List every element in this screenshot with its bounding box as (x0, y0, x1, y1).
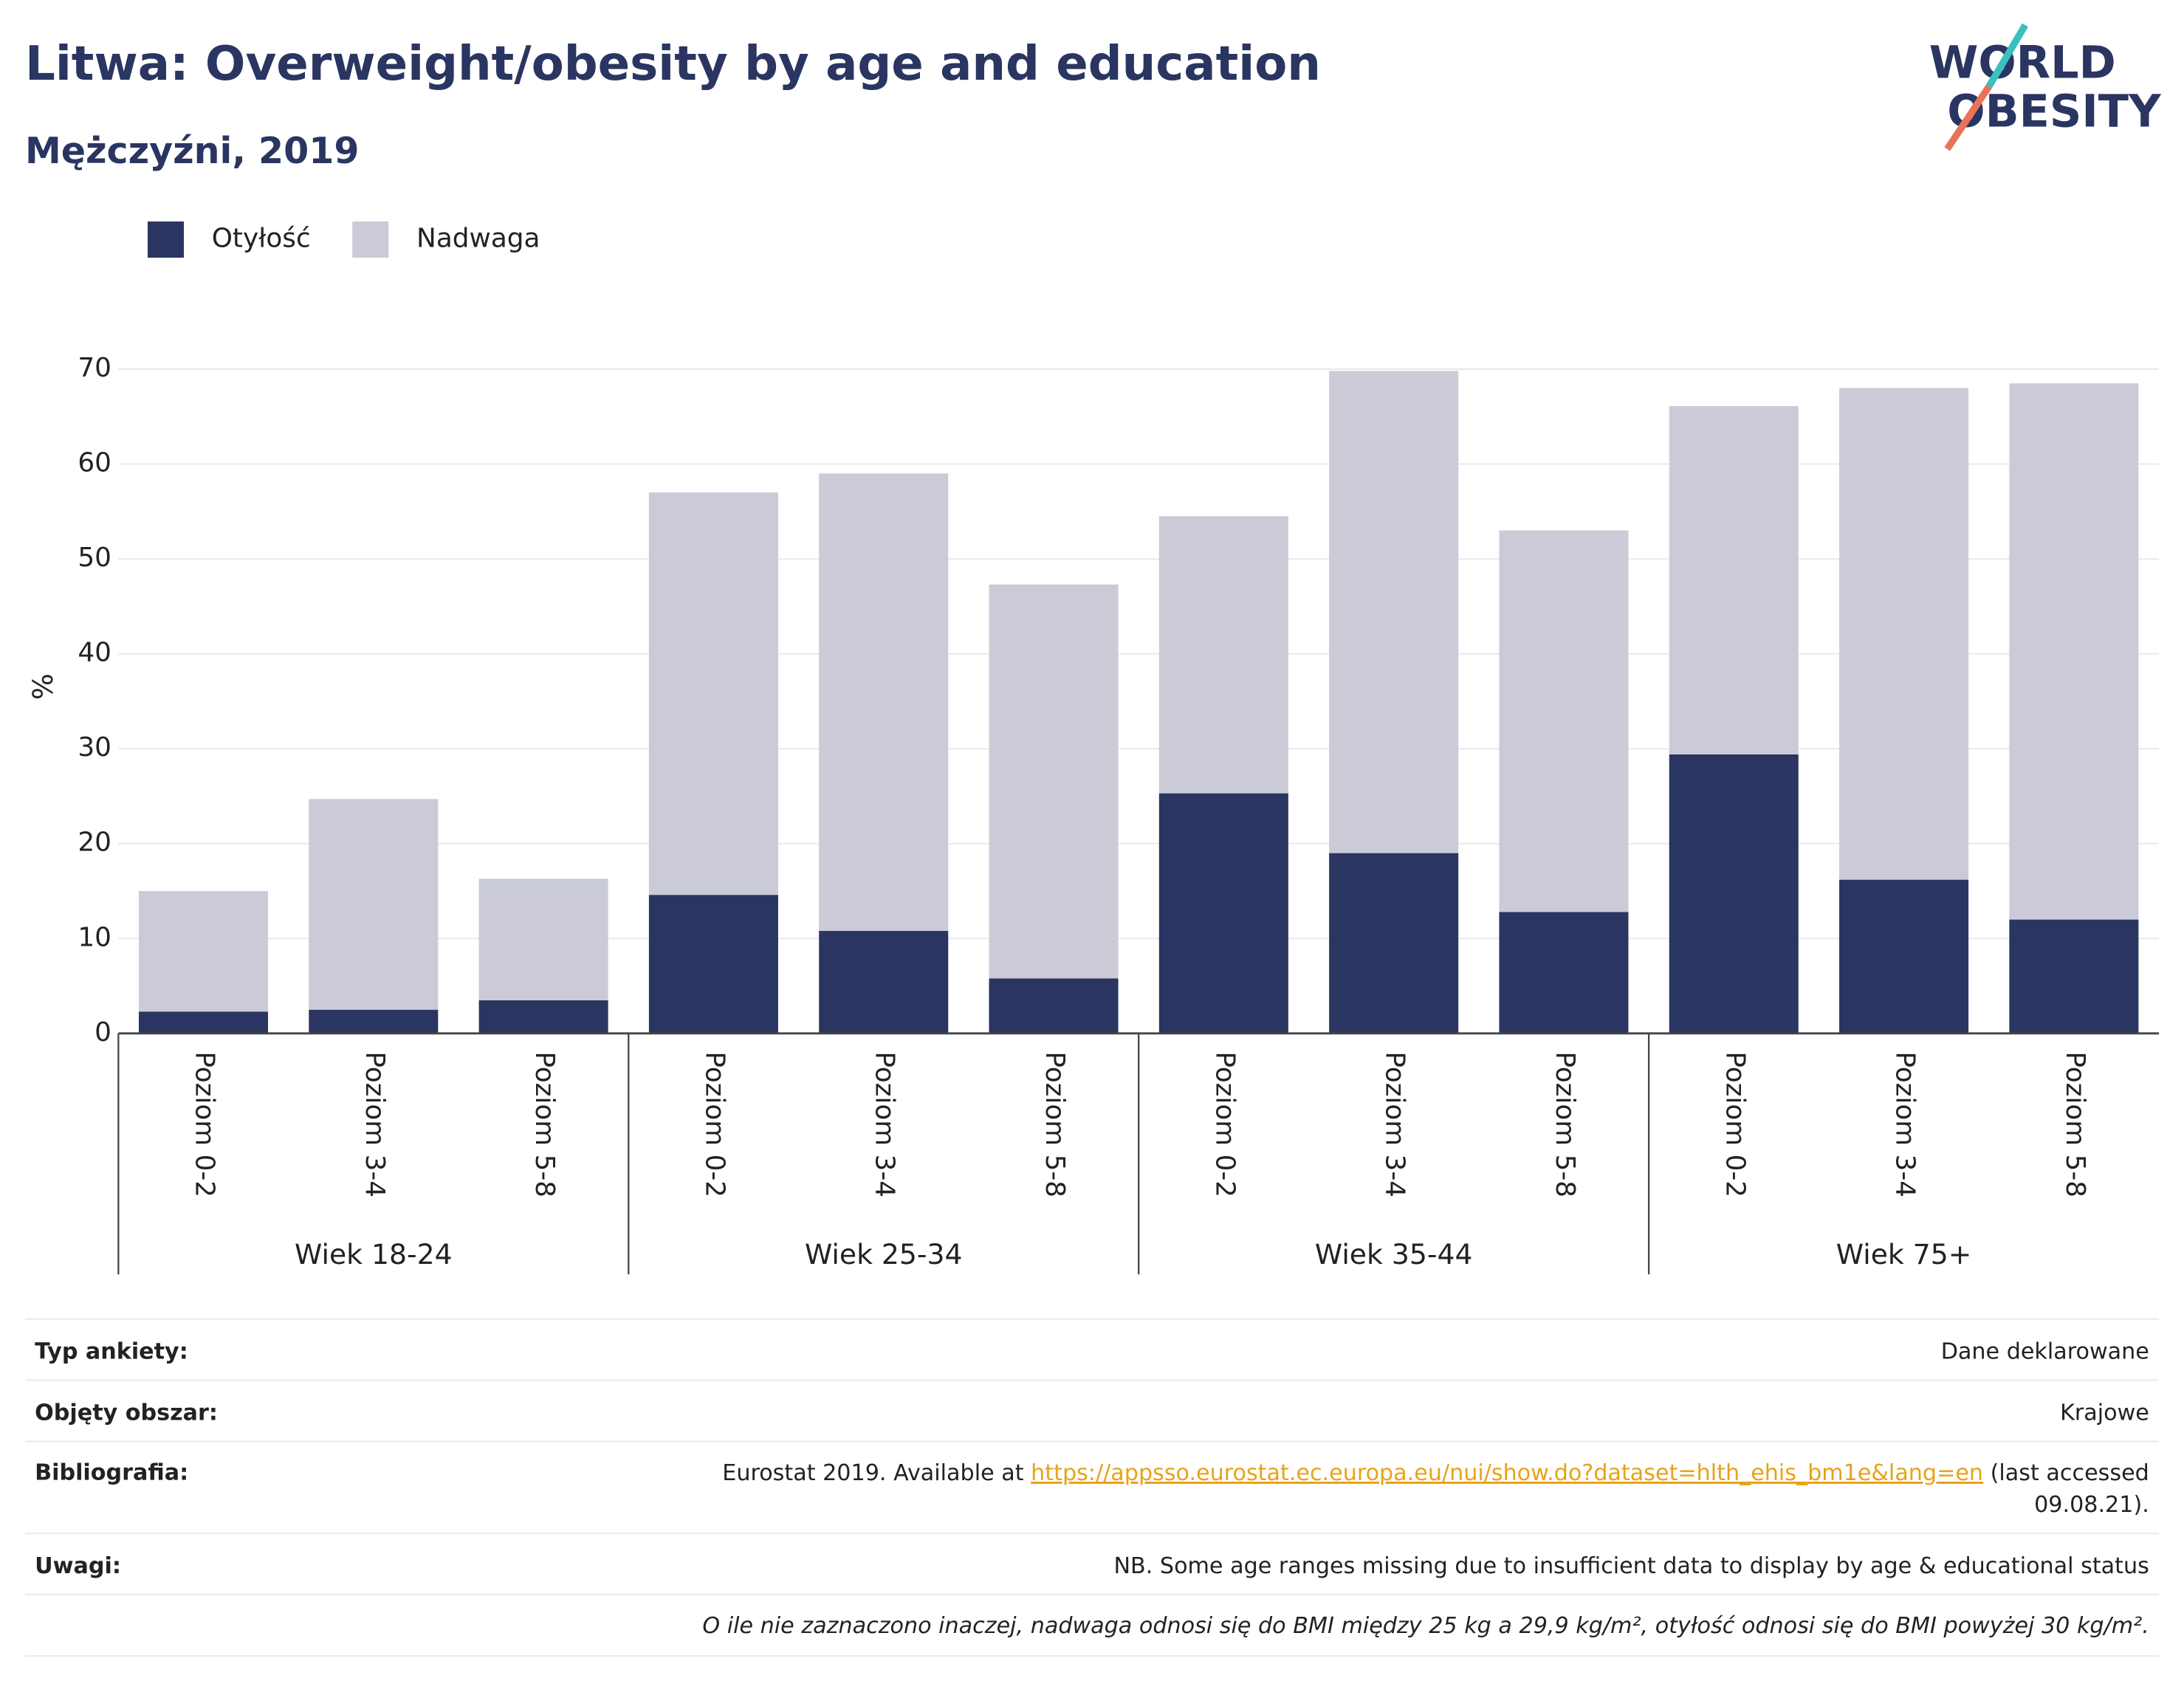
y-tick-label: 70 (78, 353, 111, 383)
bar-segment (648, 492, 778, 895)
bar-segment (138, 891, 269, 1012)
bib-link[interactable]: https://appsso.eurostat.ec.europa.eu/nui… (1031, 1460, 1983, 1485)
x-tick-label: Poziom 0-2 (1209, 1051, 1240, 1197)
y-tick-label: 20 (78, 828, 111, 858)
x-tick-label: Poziom 0-2 (699, 1051, 729, 1197)
bar-segment (309, 1009, 439, 1034)
group-label: Wiek 18-24 (295, 1238, 453, 1271)
group-label: Wiek 75+ (1836, 1238, 1972, 1271)
bar-segment (1839, 879, 1969, 1034)
row-value: Krajowe (2060, 1400, 2149, 1426)
bar-segment (1839, 388, 1969, 880)
x-tick-label: Poziom 3-4 (360, 1051, 390, 1197)
logo-text: WORLD (1929, 37, 2116, 89)
x-tick-label: Poziom 5-8 (1040, 1051, 1070, 1197)
x-tick-label: Poziom 0-2 (1720, 1051, 1750, 1197)
bar-segment (1329, 371, 1459, 853)
bib-text: (last accessed (1983, 1460, 2149, 1485)
bar-segment (1499, 912, 1629, 1034)
row-value: Eurostat 2019. Available at https://apps… (722, 1460, 2149, 1485)
bar-segment (1158, 516, 1288, 794)
bar-segment (819, 473, 949, 932)
x-tick-label: Poziom 5-8 (529, 1051, 560, 1197)
bar-segment (1669, 406, 1799, 754)
logo-slash (1985, 23, 2029, 89)
y-tick-label: 30 (78, 732, 111, 763)
row-label: Objęty obszar: (35, 1400, 218, 1426)
bar-segment (989, 978, 1119, 1034)
bar-segment (2009, 383, 2139, 920)
legend-label: Otyłość (212, 224, 311, 254)
row-value: Dane deklarowane (1941, 1338, 2149, 1364)
y-tick-label: 50 (78, 543, 111, 573)
y-axis-label: % (27, 673, 59, 700)
bib-text: Eurostat 2019. Available at (722, 1460, 1031, 1485)
bar-segment (2009, 919, 2139, 1034)
logo-text: OBESITY (1947, 86, 2162, 137)
x-tick-label: Poziom 3-4 (1890, 1051, 1920, 1197)
row-label: Typ ankiety: (35, 1338, 188, 1364)
x-tick-label: Poziom 5-8 (2060, 1051, 2090, 1197)
bar-segment (138, 1011, 269, 1034)
row-label: Bibliografia: (35, 1460, 188, 1485)
bar-segment (1158, 793, 1288, 1034)
legend-swatch (352, 221, 389, 258)
bar-segment (1669, 754, 1799, 1034)
chart-title: Litwa: Overweight/obesity by age and edu… (25, 36, 1321, 92)
bar-segment (309, 799, 439, 1010)
bar-segment (648, 895, 778, 1034)
legend-label: Nadwaga (416, 224, 540, 254)
bar-segment (1499, 530, 1629, 912)
row-value: 09.08.21). (2034, 1492, 2149, 1518)
y-tick-label: 60 (78, 448, 111, 478)
row-value: NB. Some age ranges missing due to insuf… (1113, 1553, 2149, 1579)
logo: WORLD OBESITY (1929, 23, 2162, 151)
legend-swatch (147, 221, 185, 258)
bar-segment (819, 931, 949, 1034)
y-tick-label: 40 (78, 638, 111, 668)
group-label: Wiek 25-34 (805, 1238, 963, 1271)
bar-segment (989, 584, 1119, 979)
logo-slash (1944, 84, 1992, 151)
group-label: Wiek 35-44 (1315, 1238, 1473, 1271)
row-label: Uwagi: (35, 1553, 121, 1579)
bar-segment (478, 1000, 608, 1034)
y-tick-label: 0 (95, 1017, 111, 1048)
definition: O ile nie zaznaczono inaczej, nadwaga od… (702, 1613, 2149, 1639)
chart-subtitle: Mężczyźni, 2019 (25, 129, 360, 172)
x-tick-label: Poziom 3-4 (1380, 1051, 1410, 1197)
bar-segment (478, 879, 608, 1000)
x-tick-label: Poziom 5-8 (1550, 1051, 1580, 1197)
y-tick-label: 10 (78, 922, 111, 952)
x-tick-label: Poziom 0-2 (190, 1051, 220, 1197)
x-tick-label: Poziom 3-4 (870, 1051, 900, 1197)
bar-segment (1329, 853, 1459, 1034)
footer: Typ ankiety: Dane deklarowane Objęty obs… (24, 1318, 2160, 1657)
